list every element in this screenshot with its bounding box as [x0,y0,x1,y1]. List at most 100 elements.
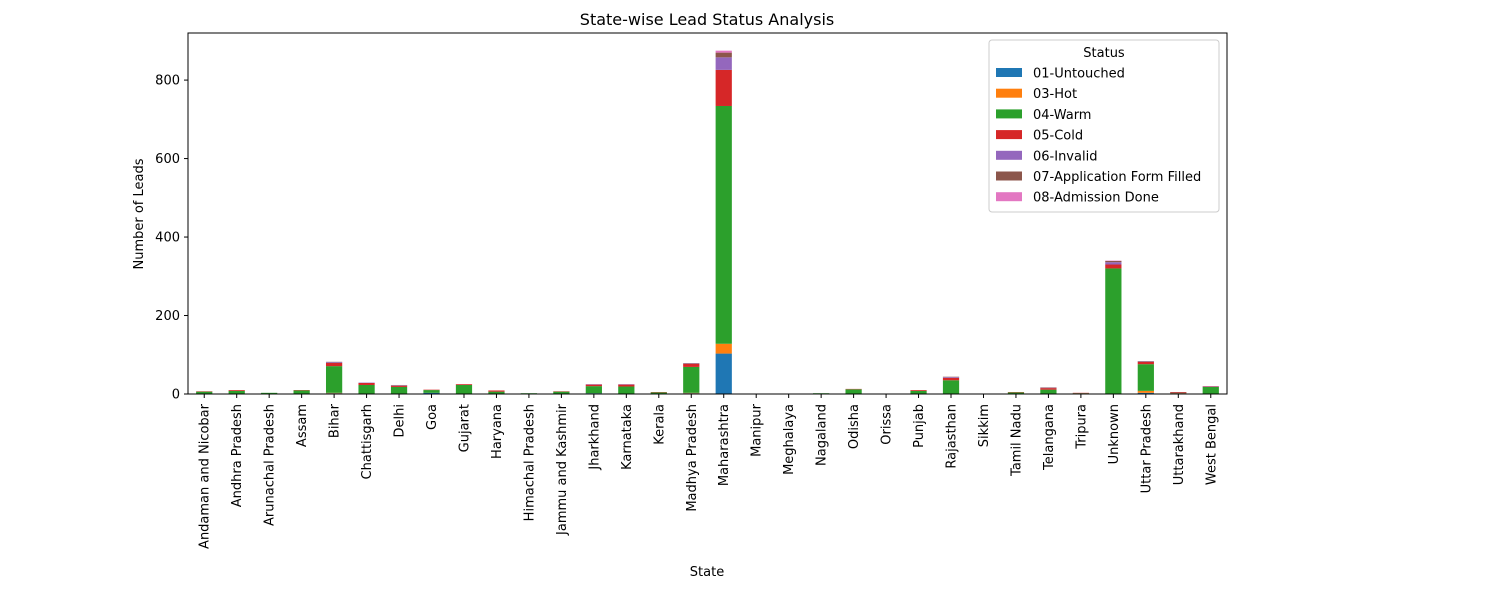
legend-label-03-hot: 03-Hot [1033,87,1077,102]
bar-gujarat-04-warm [455,384,473,394]
plot-frame [187,32,1228,395]
y-tick-label: 600 [155,152,180,167]
bar-kerala-04-warm [650,392,667,394]
x-tick-label: Assam [295,404,310,447]
bar-jharkhand-05-cold [585,384,602,387]
bar-jammu-and-kashmir-04-warm [553,391,570,394]
legend-swatch-08-admission-done [996,192,1022,202]
x-tick-label: Chattisgarh [360,404,375,479]
x-tick-label: Meghalaya [782,404,797,475]
x-tick-label: Gujarat [457,404,472,452]
x-tick-label: Madhya Pradesh [685,404,700,512]
bar-uttar-pradesh-03-hot [1137,390,1154,393]
bar-unknown-06-invalid [1105,262,1122,265]
bar-rajasthan-06-invalid [942,377,960,378]
bar-gujarat-05-cold [455,384,473,385]
x-tick-label: Uttarakhand [1172,404,1187,485]
x-tick-label: Bihar [328,403,343,438]
bar-uttar-pradesh-04-warm [1137,364,1154,391]
y-tick-label: 800 [155,74,180,89]
bar-madhya-pradesh-04-warm [683,366,700,393]
bar-andhra-pradesh-04-warm [228,390,245,394]
x-axis-ticks: Andaman and Nicobar Andhra Pradesh Arunach… [198,394,1219,549]
legend-label-06-invalid: 06-Invalid [1033,149,1097,164]
bar-punjab-04-warm [910,390,927,394]
bar-bihar-06-invalid [325,362,343,363]
x-tick-label: Arunachal Pradesh [263,404,278,526]
bar-unknown-07-application-form-filled [1105,260,1122,263]
bar-arunachal-pradesh-04-warm [261,392,278,394]
bar-maharashtra-07-application-form-filled [715,52,732,58]
bar-assam-04-warm [293,390,310,394]
bar-uttar-pradesh-01-untouched [1137,392,1154,394]
bar-andaman-and-nicobar-04-warm [196,391,213,394]
bar-telangana-05-cold [1040,388,1057,390]
bar-maharashtra-01-untouched [715,353,732,394]
x-tick-label: Orissa [880,404,895,445]
bar-rajasthan-04-warm [942,380,960,394]
bar-karnataka-05-cold [618,384,635,387]
x-tick-label: Nagaland [815,404,830,466]
bar-haryana-04-warm [488,391,505,394]
bar-unknown-04-warm [1105,268,1122,394]
bar-chattisgarh-04-warm [358,384,375,394]
legend: Status 01-Untouched03-Hot04-Warm05-Cold0… [988,39,1220,213]
x-tick-label: Manipur [750,403,765,457]
x-tick-label: Andhra Pradesh [230,404,245,507]
x-tick-label: Himachal Pradesh [522,404,537,521]
y-tick-label: 400 [155,231,180,246]
bar-uttar-pradesh-05-cold [1137,361,1154,365]
legend-label-08-admission-done: 08-Admission Done [1033,191,1159,206]
legend-items: 01-Untouched 03-Hot 04-Warm 05-Cold 06-Inval… [996,67,1201,206]
legend-box [988,39,1220,213]
bar-goa-01-untouched [423,392,440,394]
x-tick-label: Punjab [912,404,927,448]
bar-maharashtra-05-cold [715,69,732,106]
x-tick-label: Rajasthan [945,404,960,469]
bar-tamil-nadu-04-warm [1007,392,1025,394]
legend-swatch-05-cold [996,130,1022,140]
bar-maharashtra-04-warm [715,105,732,344]
bar-jharkhand-04-warm [585,386,602,394]
x-tick-label: Jharkhand [587,404,602,471]
chart-title: State-wise Lead Status Analysis [580,10,834,29]
x-tick-label: Kerala [652,404,667,445]
bar-haryana-05-cold [488,390,505,392]
legend-swatch-03-hot [996,88,1022,98]
bar-karnataka-04-warm [618,386,635,394]
bar-telangana-04-warm [1040,389,1057,394]
y-tick-label: 200 [155,309,180,324]
bar-bihar-04-warm [325,366,343,393]
bars-group [196,50,1219,394]
bar-rajasthan-05-cold [942,377,960,381]
x-tick-label: Odisha [847,404,862,449]
legend-title: Status [1083,46,1125,61]
bar-delhi-04-warm [390,386,408,394]
y-axis-ticks: 0 200 400 600 800 [155,74,188,403]
bar-andhra-pradesh-05-cold [228,390,245,391]
legend-swatch-07-application-form-filled [996,171,1022,181]
legend-label-07-application-form-filled: 07-Application Form Filled [1033,170,1201,185]
x-tick-label: Unknown [1107,404,1122,464]
legend-swatch-01-untouched [996,68,1022,77]
x-tick-label: Haryana [490,404,505,459]
bar-madhya-pradesh-05-cold [683,363,700,367]
bar-punjab-05-cold [910,390,927,391]
legend-label-01-untouched: 01-Untouched [1033,67,1125,82]
legend-swatch-06-invalid [996,150,1022,160]
bar-delhi-05-cold [390,385,408,387]
x-tick-label: Tripura [1074,404,1089,450]
x-tick-label: West Bengal [1204,404,1219,485]
x-axis-label: State [690,565,724,580]
y-tick-label: 0 [172,388,180,403]
x-tick-label: Telangana [1042,404,1057,471]
bar-maharashtra-06-invalid [715,57,732,70]
bar-maharashtra-08-admission-done [715,50,732,53]
legend-label-04-warm: 04-Warm [1033,108,1091,123]
x-tick-label: Delhi [393,404,408,437]
x-tick-label: Tamil Nadu [1009,404,1024,477]
y-axis-label: Number of Leads [132,158,147,269]
legend-swatch-04-warm [996,109,1022,119]
